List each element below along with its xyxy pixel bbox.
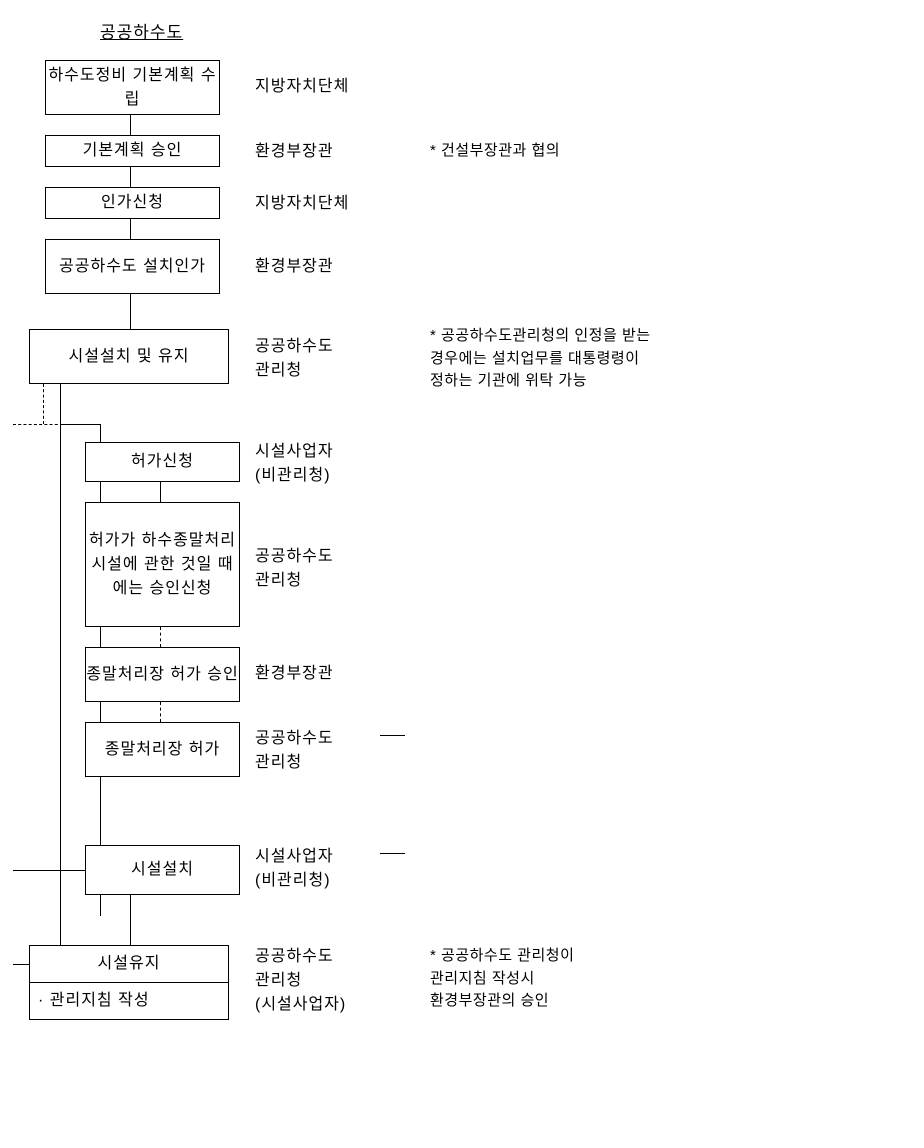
connector (60, 424, 100, 425)
connector (130, 219, 131, 239)
box-facility-maintain: 시설유지 (29, 945, 229, 983)
connector-main-left (60, 384, 61, 964)
box-mgmt-guideline: · 관리지침 작성 (29, 982, 229, 1020)
label-terminal-permit: 공공하수도 관리청 (255, 727, 334, 775)
connector (130, 167, 131, 187)
label-plan-approve: 환경부장관 (255, 140, 334, 164)
connector (160, 482, 161, 502)
note-plan-approve: * 건설부장관과 협의 (430, 140, 560, 163)
connector (130, 115, 131, 135)
box-terminal-approve: 종말처리장 허가 승인 (85, 647, 240, 702)
label-approval-request: 공공하수도 관리청 (255, 545, 334, 593)
label-facility-maintain: 공공하수도 관리청 (시설사업자) (255, 945, 346, 1017)
label-facility-install: 시설사업자 (비관리청) (255, 845, 334, 893)
connector (130, 294, 131, 329)
label-install-maintain: 공공하수도 관리청 (255, 335, 334, 383)
connector-dashed (43, 384, 44, 424)
label-permit-apply: 시설사업자 (비관리청) (255, 440, 334, 488)
box-install-approve: 공공하수도 설치인가 (45, 239, 220, 294)
box-terminal-permit: 종말처리장 허가 (85, 722, 240, 777)
box-permit-apply: 허가신청 (85, 442, 240, 482)
mark-line (380, 735, 405, 736)
box-facility-install: 시설설치 (85, 845, 240, 895)
box-approval-request: 허가가 하수종말처리 시설에 관한 것일 때에는 승인신청 (85, 502, 240, 627)
connector (13, 870, 85, 871)
connector (100, 810, 101, 811)
note-facility-maintain: * 공공하수도 관리청이 관리지침 작성시 환경부장관의 승인 (430, 945, 574, 1013)
label-terminal-approve: 환경부장관 (255, 662, 334, 686)
label-apply: 지방자치단체 (255, 192, 349, 216)
page-title: 공공하수도 (100, 18, 183, 43)
mark-line (380, 853, 405, 854)
note-install-maintain: * 공공하수도관리청의 인정을 받는 경우에는 설치업무를 대통령령이 정하는 … (430, 325, 651, 393)
box-install-maintain: 시설설치 및 유지 (29, 329, 229, 384)
connector-dashed (13, 424, 63, 425)
connector-dashed (160, 627, 161, 647)
box-plan-approve: 기본계획 승인 (45, 135, 220, 167)
label-plan-draft: 지방자치단체 (255, 75, 349, 99)
connector-dashed (160, 702, 161, 722)
box-plan-draft: 하수도정비 기본계획 수립 (45, 60, 220, 115)
label-install-approve: 환경부장관 (255, 255, 334, 279)
box-apply: 인가신청 (45, 187, 220, 219)
connector (130, 895, 131, 945)
